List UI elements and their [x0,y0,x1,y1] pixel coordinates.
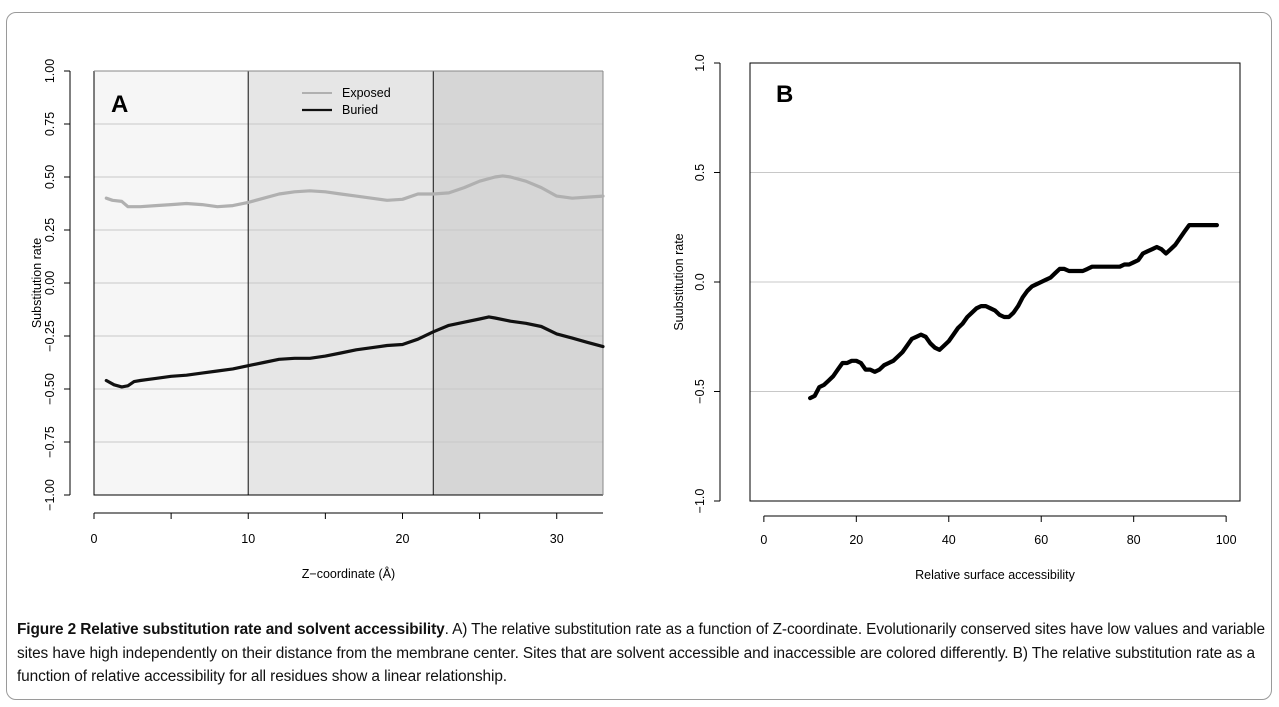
caption-body: . A) The relative substitution rate as a… [17,621,1265,685]
x-tick-label: 10 [241,532,255,546]
plot-frame [93,71,603,496]
x-tick-label: 100 [1216,533,1237,547]
x-tick-label: 80 [1127,533,1141,547]
panel-a: −1.00 −0.75 −0.50 −0.25 0.00 0.25 0.50 0.75 1.00… [30,59,605,581]
x-tick-label: 0 [760,533,767,547]
x-tick-label: 20 [396,532,410,546]
y-tick-label: 0.50 [43,165,57,189]
y-tick-label: 0.0 [693,273,707,290]
y-tick-label: −1.0 [693,489,707,514]
figure-svg: −1.00−0.75−0.50−0.250.000.250.500.751.00… [30,54,1241,582]
caption-figure-label: Figure 2 [17,621,77,638]
y-tick-label: 0.25 [43,218,57,242]
y-tick-label: 0.00 [43,271,57,295]
y-axis-label: Suubstitution rate [672,233,686,330]
y-tick-label: −0.50 [43,373,57,405]
y-tick-label: −1.00 [43,479,57,511]
y-axis-label: Substitution rate [30,238,44,328]
y-tick-label: 1.0 [693,54,707,71]
figure-caption: Figure 2 Relative substitution rate and … [17,618,1269,689]
panel-b: −1.0 −0.5 0.0 0.5 1.0 0 20 40 60 80 100 Relative su… [672,54,1241,582]
series-line-main [807,223,1220,401]
legend-label: Buried [342,103,378,117]
panel-label: B [776,81,793,108]
x-axis-label: Z−coordinate (Å) [302,566,395,581]
x-tick-label: 60 [1034,533,1048,547]
x-tick-label: 0 [91,532,98,546]
figure-frame: −1.00 −0.75 −0.50 −0.25 0.00 0.25 0.50 0.75 1.00… [6,12,1272,700]
y-tick-label: −0.5 [693,379,707,404]
y-tick-label: −0.75 [43,426,57,458]
x-axis-label: Relative surface accessibility [915,568,1076,582]
plot-frame [749,62,1241,502]
series-line-exposed [104,174,605,209]
y-tick-label: 1.00 [43,59,57,83]
x-tick-label: 40 [942,533,956,547]
x-tick-label: 30 [550,532,564,546]
x-tick-label: 20 [849,533,863,547]
y-tick-label: −0.25 [43,320,57,352]
y-tick-label: 0.75 [43,112,57,136]
series-line-buried [104,315,605,389]
caption-title: Relative substitution rate and solvent a… [80,621,445,638]
y-tick-label: 0.5 [693,164,707,181]
panel-label: A [111,91,128,118]
legend-label: Exposed [342,86,391,100]
